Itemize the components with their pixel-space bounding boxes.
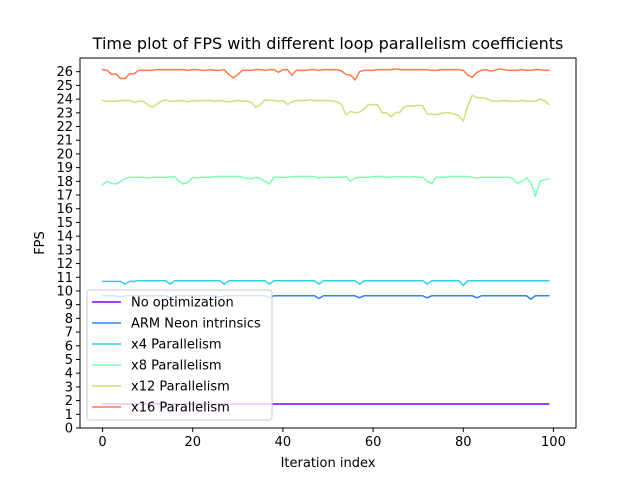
plot-frame xyxy=(79,57,577,429)
x-tick-label: 60 xyxy=(365,435,382,450)
legend-label: x4 Parallelism xyxy=(131,338,222,353)
chart-title: Time plot of FPS with different loop par… xyxy=(92,34,564,53)
y-tick-label: 8 xyxy=(65,312,73,327)
y-tick-label: 21 xyxy=(56,134,73,149)
y-tick-label: 18 xyxy=(56,175,73,190)
y-tick-label: 26 xyxy=(56,65,73,80)
y-tick-label: 4 xyxy=(65,367,73,382)
x-axis-title: Iteration index xyxy=(281,456,376,471)
x-tick-label: 0 xyxy=(98,435,106,450)
y-tick-label: 7 xyxy=(65,326,73,341)
y-tick-label: 19 xyxy=(56,161,73,176)
y-axis: 0123456789101112131415161718192021222324… xyxy=(56,65,80,437)
y-tick-label: 13 xyxy=(56,243,73,258)
y-tick-label: 12 xyxy=(56,257,73,272)
legend-label: x16 Parallelism xyxy=(131,401,230,416)
x-tick-label: 20 xyxy=(184,435,201,450)
y-tick-label: 22 xyxy=(56,120,73,135)
y-tick-label: 15 xyxy=(56,216,73,231)
y-tick-label: 23 xyxy=(56,106,73,121)
y-tick-label: 0 xyxy=(65,422,73,437)
legend-box xyxy=(86,289,273,421)
legend-label: x8 Parallelism xyxy=(131,359,222,374)
y-tick-label: 2 xyxy=(65,394,73,409)
y-tick-label: 20 xyxy=(56,147,73,162)
y-tick-label: 3 xyxy=(65,380,73,395)
y-tick-label: 24 xyxy=(56,93,73,108)
y-tick-label: 1 xyxy=(65,408,73,423)
series-line-4 xyxy=(101,94,550,122)
y-tick-label: 17 xyxy=(56,189,73,204)
y-tick-label: 5 xyxy=(65,353,73,368)
x-axis: 0 20 40 60 80 100 xyxy=(98,428,566,450)
x-tick-label: 40 xyxy=(275,435,292,450)
legend-label: ARM Neon intrinsics xyxy=(131,317,261,332)
legend-label: x12 Parallelism xyxy=(131,380,230,395)
series-line-2 xyxy=(101,279,550,287)
y-tick-label: 6 xyxy=(65,339,73,354)
series-line-5 xyxy=(101,68,550,81)
y-tick-label: 25 xyxy=(56,79,73,94)
x-tick-label: 100 xyxy=(541,435,566,450)
y-axis-title: FPS xyxy=(33,231,48,255)
series-line-3 xyxy=(101,175,550,198)
y-tick-label: 14 xyxy=(56,230,73,245)
y-tick-label: 11 xyxy=(56,271,73,286)
y-tick-label: 16 xyxy=(56,202,73,217)
x-tick-label: 80 xyxy=(455,435,472,450)
y-tick-label: 9 xyxy=(65,298,73,313)
legend-label: No optimization xyxy=(131,296,234,311)
y-tick-label: 10 xyxy=(56,284,73,299)
legend: No optimization ARM Neon intrinsics x4 Par… xyxy=(86,289,273,421)
